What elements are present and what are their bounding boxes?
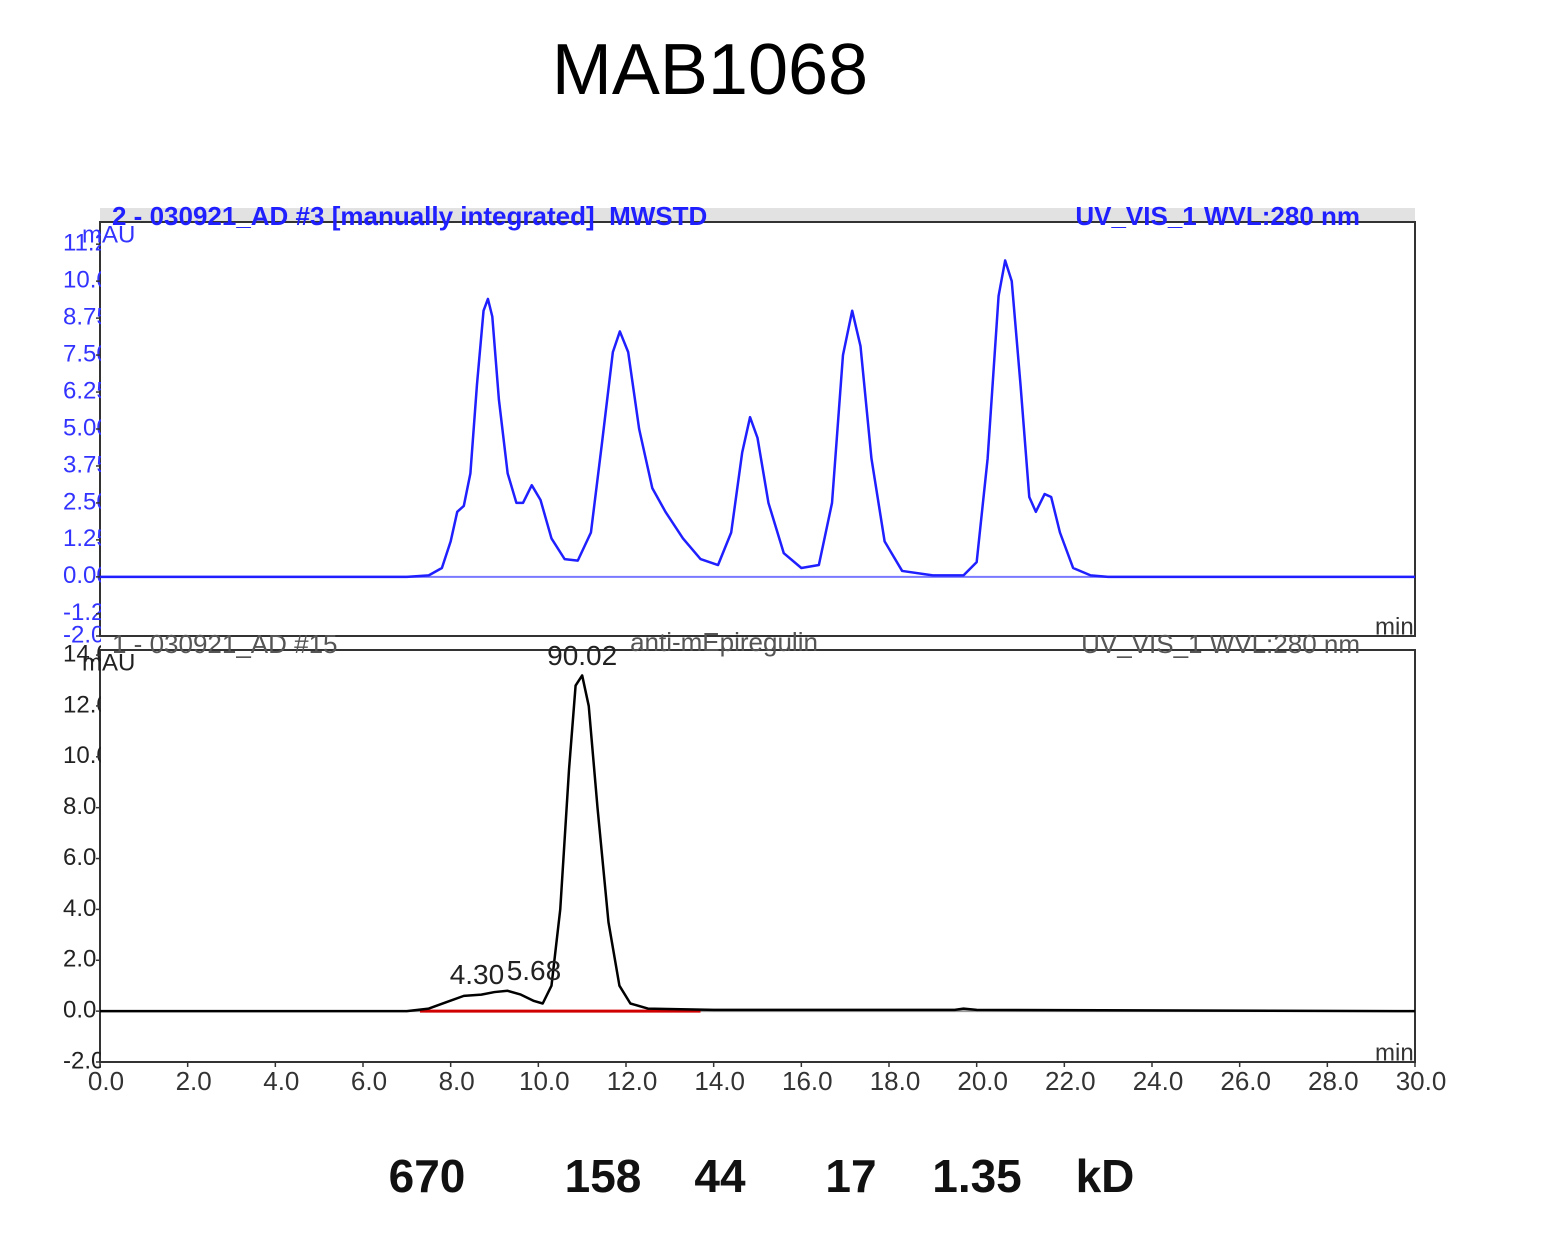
y-tick-label: 10.0 — [63, 266, 110, 293]
x-tick-label: 16.0 — [782, 1066, 833, 1096]
mw-label: 158 — [565, 1150, 642, 1202]
header-right: UV_VIS_1 WVL:280 nm — [1075, 201, 1360, 231]
y-tick-labels: -2.0 0.0 2.0 4.0 6.0 8.0 10.0 12.0 14.0 — [63, 640, 110, 1074]
y-tick-label: 2.0 — [63, 946, 96, 973]
y-tick-label: 6.0 — [63, 844, 96, 871]
x-tick-label: 20.0 — [957, 1066, 1008, 1096]
header-band — [100, 208, 1415, 222]
plot-frame — [99, 221, 1416, 637]
y-tick-label: -2.0 — [63, 1047, 104, 1074]
chromatogram-trace — [100, 259, 1415, 579]
x-tick-label: 22.0 — [1045, 1066, 1096, 1096]
x-tick-label: 10.0 — [519, 1066, 570, 1096]
x-tick-label: 8.0 — [439, 1066, 475, 1096]
y-tick-label: 3.75 — [63, 451, 110, 478]
x-tick-label: 28.0 — [1308, 1066, 1359, 1096]
x-tick-label: 14.0 — [694, 1066, 745, 1096]
peak-label: 4.30 — [450, 959, 505, 990]
y-tick-label: 2.50 — [63, 488, 110, 515]
peak-label: 90.02 — [547, 640, 617, 671]
y-tick-label: 1.25 — [63, 525, 110, 552]
mw-label: kD — [1076, 1150, 1135, 1202]
y-tick-label: -1.25 — [63, 599, 118, 626]
x-tick-label: 4.0 — [263, 1066, 299, 1096]
y-tick-label: 5.00 — [63, 414, 110, 441]
mw-label: 1.35 — [932, 1150, 1022, 1202]
x-tick-label: 18.0 — [870, 1066, 921, 1096]
y-tick-label: 11.25 — [63, 230, 121, 257]
mw-label: 44 — [694, 1150, 746, 1202]
y-axis-label: mAU — [82, 221, 135, 248]
header-left: 2 - 030921_AD #3 [manually integrated] M… — [112, 201, 707, 231]
chromatogram-trace — [100, 674, 1416, 1013]
header-right: UV_VIS_1 WVL:280 nm — [1081, 629, 1360, 659]
mw-label: 670 — [389, 1150, 466, 1202]
y-tick-label: 8.0 — [63, 793, 96, 820]
x-axis-label: min — [1375, 613, 1414, 640]
y-tick-label: 4.0 — [63, 895, 96, 922]
peak-label: 5.68 — [507, 955, 562, 986]
y-tick-label: 14.0 — [63, 640, 110, 667]
x-tick-label: 6.0 — [351, 1066, 387, 1096]
y-tick-label: 7.50 — [63, 340, 110, 367]
plot-frame — [99, 649, 1416, 1063]
y-axis-label: mAU — [82, 649, 135, 676]
x-tick-label: 2.0 — [176, 1066, 212, 1096]
x-tick-label: 30.0 — [1396, 1066, 1447, 1096]
page-title: MAB1068 — [552, 30, 868, 110]
header-center: anti-mEpiregulin — [630, 627, 818, 657]
y-tick-label: 12.0 — [63, 691, 110, 718]
x-tick-label: 26.0 — [1220, 1066, 1271, 1096]
x-axis-label: min — [1375, 1039, 1414, 1066]
y-tick-label: 0.0 — [63, 996, 96, 1023]
y-tick-labels: -2.00-1.25 0.00 1.25 2.50 3.75 5.00 6.25 7.50 8.… — [63, 230, 121, 649]
y-tick-label: 8.75 — [63, 303, 110, 330]
y-tick-label: -2.00 — [63, 621, 118, 648]
y-tick-label: 0.00 — [63, 562, 110, 589]
header-left: 1 - 030921_AD #15 — [112, 629, 338, 659]
x-tick-label: 12.0 — [607, 1066, 658, 1096]
y-tick-label: 10.0 — [63, 742, 110, 769]
x-tick-label: 24.0 — [1133, 1066, 1184, 1096]
mw-label: 17 — [825, 1150, 876, 1202]
y-tick-label: 6.25 — [63, 377, 110, 404]
x-tick-label: 0.0 — [88, 1066, 124, 1096]
